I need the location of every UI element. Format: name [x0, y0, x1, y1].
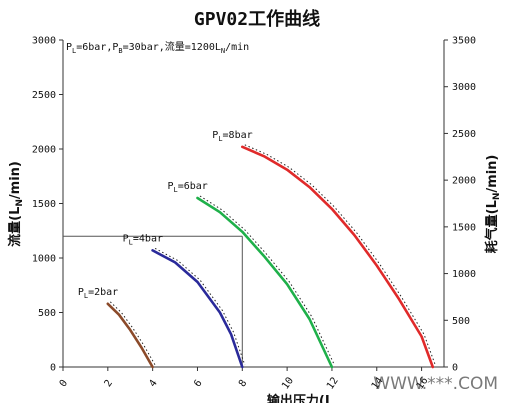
x-tick-label: 4: [147, 378, 159, 389]
series-measured-line: [199, 195, 335, 366]
series-measured-line: [154, 247, 246, 366]
left-tick-label: 1500: [32, 199, 56, 210]
x-tick-label: 6: [192, 378, 204, 389]
right-tick-label: 1000: [452, 269, 476, 280]
series-group: [106, 144, 436, 369]
series-line: [241, 145, 435, 369]
x-tick-label: 0: [58, 378, 70, 389]
series-labels: PL=2bar PL=4bar PL=6bar PL=8bar: [78, 130, 253, 300]
x-axis-label: 输出压力(L: [267, 393, 333, 403]
x-tick-label: 12: [325, 375, 341, 391]
left-y-axis-label: 流量(LN/min): [7, 161, 25, 247]
chart-title: GPV02工作曲线: [194, 8, 320, 30]
reference-lines: [63, 235, 243, 367]
x-tick-label: 2: [103, 378, 115, 389]
right-y-ticks: 0 500 1000 1500 2000 2500 3000 3500: [444, 36, 476, 374]
series-measured-line: [244, 144, 436, 366]
series-label: PL=2bar: [78, 287, 118, 300]
series-line: [196, 196, 334, 369]
right-tick-label: 2500: [452, 129, 476, 140]
right-tick-label: 0: [452, 363, 458, 374]
x-tick-label: 8: [237, 378, 249, 389]
left-tick-label: 2000: [32, 145, 56, 156]
watermark: WWW.***.COM: [373, 374, 498, 394]
series-label: PL=8bar: [212, 130, 252, 143]
conditions-annotation: PL=6bar,PB=30bar,流量=1200LN/min: [66, 40, 249, 55]
series-line: [106, 302, 154, 369]
right-tick-label: 500: [452, 316, 470, 327]
left-tick-label: 0: [50, 363, 56, 374]
x-tick-label: 10: [280, 375, 296, 391]
left-tick-label: 500: [38, 308, 56, 319]
left-tick-label: 1000: [32, 254, 56, 265]
left-tick-label: 3000: [32, 36, 56, 47]
right-tick-label: 3000: [452, 82, 476, 93]
left-y-ticks: 0 500 1000 1500 2000 2500 3000: [32, 36, 63, 374]
series-line: [151, 249, 244, 369]
right-tick-label: 3500: [452, 36, 476, 47]
series-label: PL=4bar: [123, 233, 163, 246]
series-label: PL=6bar: [167, 181, 207, 194]
right-tick-label: 1500: [452, 222, 476, 233]
left-tick-label: 2500: [32, 90, 56, 101]
right-tick-label: 2000: [452, 176, 476, 187]
right-y-axis-label: 耗气量(LN/min): [484, 155, 502, 254]
